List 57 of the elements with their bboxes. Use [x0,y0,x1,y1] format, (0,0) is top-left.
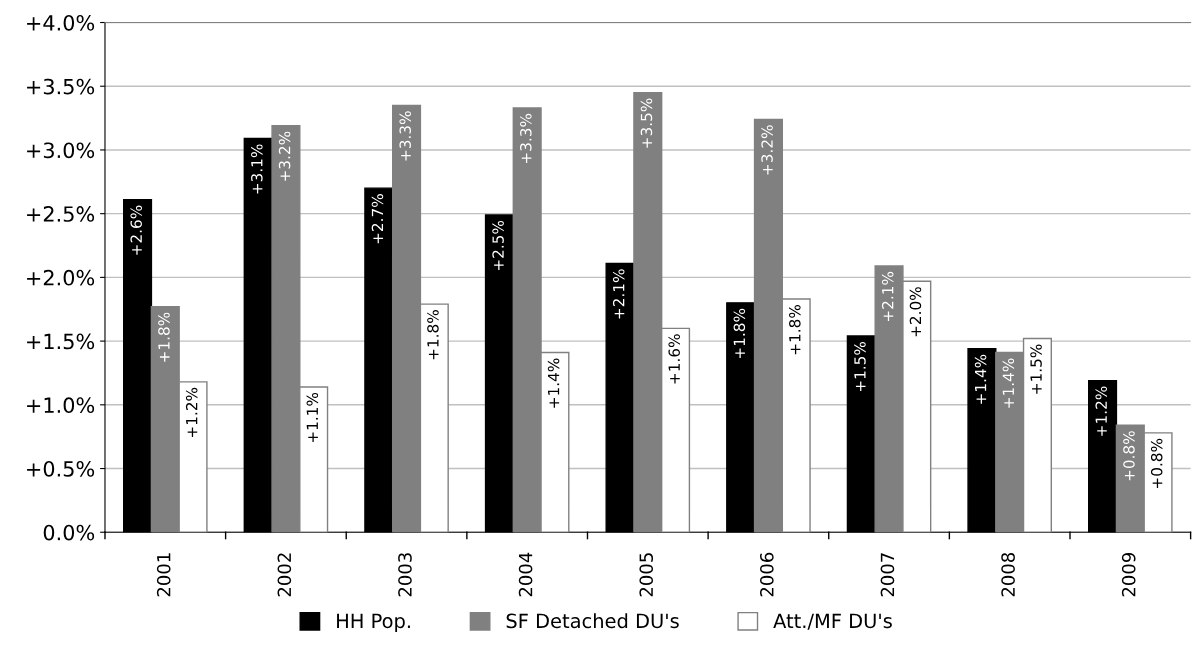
data-label: +2.1% [881,271,894,321]
x-tick-label: 2008 [1001,552,1015,597]
y-tick-label: +2.5% [27,206,95,222]
bar [1087,379,1118,533]
legend-label: Att./MF DU's [773,613,892,630]
bar [605,262,635,533]
bar [484,214,514,533]
data-label: +0.8% [1123,431,1135,481]
x-tick-label: 2006 [760,552,774,597]
y-tick-label: +1.0% [27,397,95,414]
data-label: +2.5% [492,220,504,271]
y-tick-label: +4.0% [27,14,95,31]
data-label: +3.3% [520,113,532,163]
data-label: +3.2% [761,125,773,175]
y-tick-label: +3.5% [27,78,95,95]
x-tick-label: 2007 [880,553,895,597]
data-label: +3.3% [399,111,411,161]
y-tick-label: +1.5% [27,333,95,350]
data-label: +1.4% [547,358,560,408]
legend-label: HH Pop. [337,613,410,632]
data-label: +3.5% [640,98,653,148]
data-label: +1.8% [733,308,746,358]
data-label: +2.1% [612,269,625,319]
data-label: +1.2% [185,387,198,437]
data-label: +1.8% [158,312,170,362]
x-tick-label: 2001 [156,553,171,597]
y-tick-label: 0.0% [43,524,95,541]
x-tick-label: 2002 [277,553,292,597]
x-tick-label: 2009 [1121,552,1136,597]
bar [243,137,273,533]
legend-label: SF Detached DU's [506,613,679,629]
data-label: +1.8% [789,304,801,355]
data-label: +1.4% [974,354,987,404]
y-tick-label: +0.5% [27,460,95,477]
data-label: +1.6% [668,334,680,384]
bar [364,187,394,533]
data-label: +3.1% [251,144,263,194]
x-tick-label: 2003 [398,553,412,597]
y-tick-label: +2.0% [27,269,95,286]
data-label: +1.1% [306,392,319,443]
data-label: +1.8% [427,310,439,360]
data-label: +1.4% [1002,358,1015,408]
data-label: +3.2% [278,131,291,181]
data-label: +1.2% [1095,386,1107,436]
bar [726,302,756,533]
data-label: +0.8% [1150,438,1163,488]
bar [122,198,153,533]
data-label: +2.7% [371,194,384,244]
bar [967,348,997,533]
x-tick-label: 2005 [639,553,654,597]
data-label: +1.5% [1030,344,1042,394]
data-label: +1.5% [854,341,866,392]
data-label: +2.6% [130,205,142,255]
y-tick-label: +3.0% [27,142,95,159]
bar [846,335,876,533]
x-tick-label: 2004 [518,552,533,597]
data-label: +2.0% [909,287,922,337]
